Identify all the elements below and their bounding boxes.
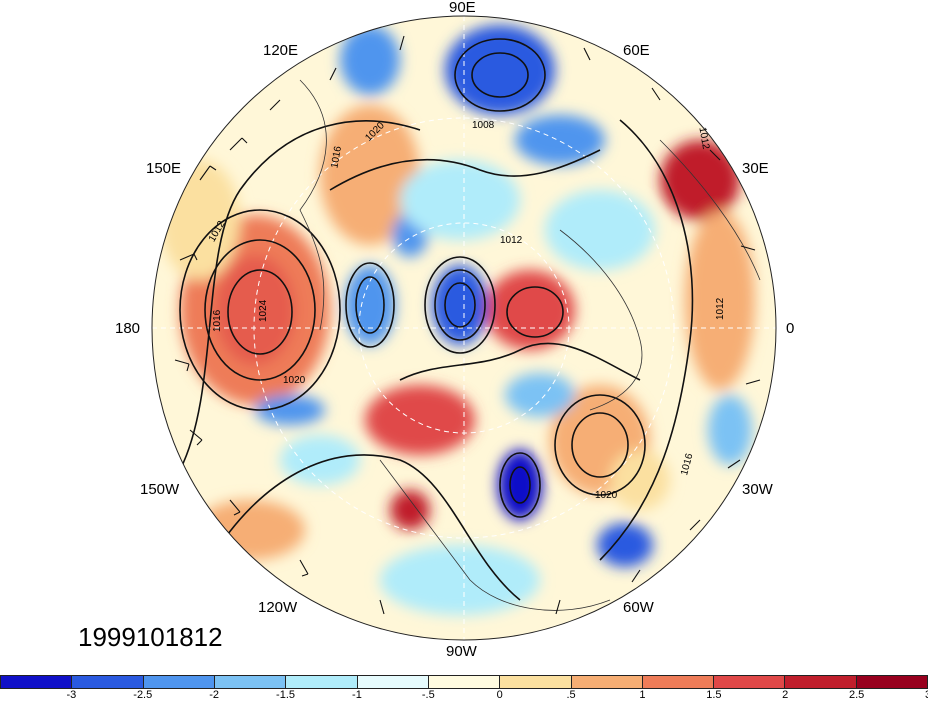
colorbar-tick-label: 1 — [639, 689, 646, 701]
longitude-label-120e: 120E — [263, 42, 299, 59]
colorbar-swatch — [785, 676, 857, 688]
colorbar-tick-label: 1.5 — [706, 689, 722, 701]
colorbar-swatch — [642, 676, 715, 688]
colorbar-swatch — [714, 676, 786, 688]
colorbar-swatch — [214, 676, 287, 688]
contour-label: 1012 — [500, 235, 523, 246]
colorbar-swatch — [856, 676, 928, 688]
longitude-label-60e: 60E — [623, 42, 650, 59]
contour-label: 1020 — [283, 375, 306, 386]
longitude-label-30w: 30W — [742, 481, 773, 498]
colorbar-swatch — [1, 676, 73, 688]
colorbar-tick-label: 2.5 — [848, 689, 865, 701]
colorbar-tick-label: 2 — [782, 689, 789, 701]
colorbar-swatch — [500, 676, 572, 688]
contour-label: 1020 — [595, 490, 618, 501]
colorbar-tick-label: -2 — [209, 689, 220, 701]
colorbar-tick-label: -1 — [352, 689, 362, 701]
contour-label: 1024 — [258, 299, 269, 322]
colorbar-tick-label: -3 — [66, 689, 77, 701]
longitude-label-150e: 150E — [146, 160, 182, 177]
colorbar-tick-label: -1.5 — [276, 689, 296, 701]
contour-label: 1016 — [329, 145, 344, 169]
colorbar-swatch — [72, 676, 144, 688]
colorbar — [0, 675, 928, 689]
colorbar-tick-label: .5 — [566, 689, 576, 701]
longitude-label-90e: 90E — [449, 0, 476, 16]
colorbar-tick-label: -2.5 — [133, 689, 153, 701]
colorbar-swatch — [428, 676, 501, 688]
contour-label: 1012 — [715, 297, 726, 320]
longitude-label-180: 180 — [115, 320, 141, 337]
colorbar-swatch — [143, 676, 215, 688]
contour-label: 1008 — [472, 120, 495, 131]
date-stamp: 1999101812 — [78, 622, 223, 652]
colorbar-tick-label: 3 — [925, 689, 928, 701]
colorbar-swatch — [571, 676, 643, 688]
longitude-label-30e: 30E — [742, 160, 769, 177]
contour-label: 1012 — [696, 126, 711, 150]
longitude-label-60w: 60W — [623, 599, 654, 616]
colorbar-swatch — [286, 676, 358, 688]
longitude-label-0: 0 — [786, 320, 795, 337]
longitude-label-90w: 90W — [446, 643, 477, 660]
longitude-label-150w: 150W — [140, 481, 180, 498]
colorbar-swatch — [357, 676, 429, 688]
contour-label: 1016 — [212, 309, 223, 332]
colorbar-tick-label: -.5 — [421, 689, 435, 701]
colorbar-tick-label: 0 — [496, 689, 503, 701]
anomaly-field — [152, 16, 776, 640]
polar-map: 1008 1012 1016 1020 1024 1012 1016 1020 … — [151, 15, 777, 641]
longitude-label-120w: 120W — [258, 599, 298, 616]
